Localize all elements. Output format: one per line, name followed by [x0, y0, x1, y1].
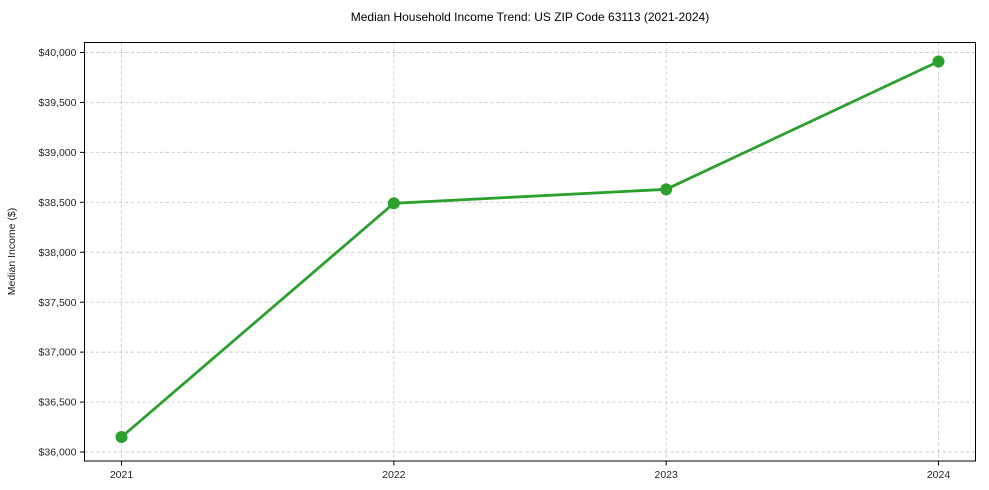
y-axis-label: Median Income ($) [6, 208, 18, 296]
data-point-marker [387, 197, 400, 210]
axis-ticks [80, 51, 939, 466]
x-tick-label: 2024 [927, 469, 951, 481]
trend-line [120, 60, 940, 439]
x-tick-label: 2022 [382, 469, 406, 481]
y-tick-label: $40,000 [39, 47, 77, 59]
x-tick-label: 2021 [110, 469, 134, 481]
y-tick-label: $39,000 [39, 147, 77, 159]
y-tick-label: $37,500 [39, 297, 77, 309]
data-point-marker [115, 431, 128, 444]
y-tick-label: $38,500 [39, 197, 77, 209]
y-tick-label: $37,000 [39, 347, 77, 359]
plot-area-border [84, 42, 976, 462]
y-tick-label: $39,500 [39, 97, 77, 109]
y-tick-label: $36,500 [39, 397, 77, 409]
y-tick-label: $36,000 [39, 447, 77, 459]
data-series [115, 55, 945, 444]
y-tick-label: $38,000 [39, 247, 77, 259]
x-tick-label: 2023 [654, 469, 678, 481]
axis-tick-labels: $36,000 $36,500 $37,000 $37,500 $38,000 $38,5… [39, 47, 951, 481]
gridlines [84, 42, 976, 461]
data-point-marker [660, 183, 673, 196]
chart-title: Median Household Income Trend: US ZIP Co… [351, 10, 709, 24]
data-point-marker [932, 55, 945, 68]
